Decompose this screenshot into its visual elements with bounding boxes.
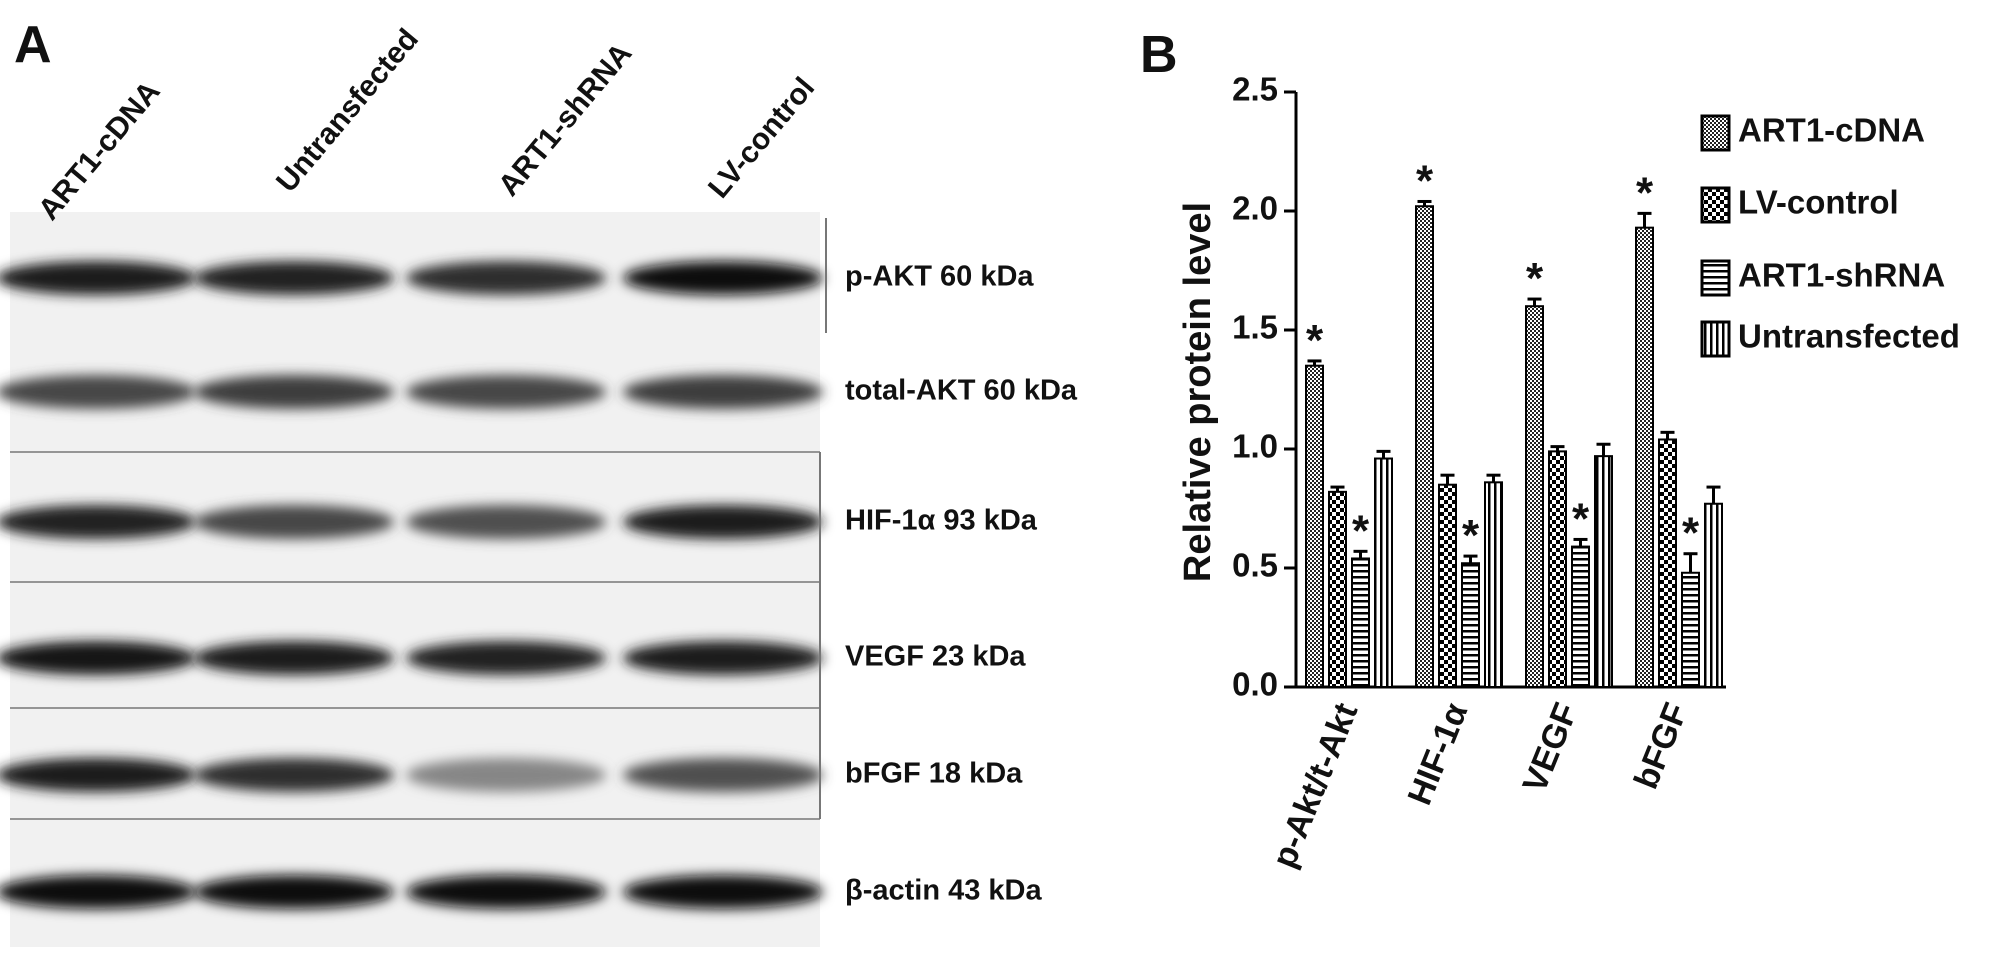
significance-marker: *	[1416, 156, 1434, 205]
x-tick-label: p-Akt/t-Akt	[1265, 698, 1365, 873]
blot-band	[623, 758, 823, 792]
bar	[1635, 226, 1654, 688]
bar	[1658, 438, 1677, 689]
bar	[1484, 481, 1503, 688]
lane-label: Untransfected	[270, 23, 425, 199]
legend-label: Untransfected	[1738, 318, 1960, 355]
band-label: HIF-1α 93 kDa	[845, 505, 1038, 537]
band-label: bFGF 18 kDa	[845, 758, 1023, 790]
bar	[1681, 571, 1700, 689]
blot-background	[10, 212, 820, 947]
blot-band	[406, 875, 606, 909]
bar	[1594, 455, 1613, 689]
lane-label: LV-control	[702, 71, 821, 204]
blot-band	[406, 261, 606, 295]
blot-band	[406, 505, 606, 539]
blot-band	[194, 261, 394, 295]
blot-band	[194, 375, 394, 409]
blot-band	[406, 375, 606, 409]
band-label: total-AKT 60 kDa	[845, 375, 1078, 407]
blot-band	[0, 875, 196, 909]
blot-band	[623, 641, 823, 675]
x-tick-label: HIF-1α	[1401, 698, 1476, 811]
lane-label: ART1-cDNA	[32, 75, 167, 226]
band-label: β-actin 43 kDa	[845, 875, 1042, 907]
legend-swatch	[1700, 259, 1731, 297]
blot-band	[0, 261, 196, 295]
y-axis-label: Relative protein level	[1177, 202, 1219, 582]
significance-marker: *	[1462, 511, 1480, 560]
y-tick-label: 0.0	[1232, 666, 1278, 703]
legend-swatch	[1700, 186, 1731, 224]
bar	[1438, 483, 1457, 689]
blot-band	[194, 758, 394, 792]
blot-band	[623, 875, 823, 909]
y-tick-label: 0.5	[1232, 547, 1278, 584]
panel-label: B	[1140, 26, 1178, 84]
western-blot	[0, 212, 827, 947]
blot-band	[194, 641, 394, 675]
bar	[1305, 364, 1324, 688]
legend-label: ART1-cDNA	[1738, 112, 1925, 149]
legend-label: LV-control	[1738, 184, 1899, 221]
significance-marker: *	[1306, 316, 1324, 365]
y-tick-label: 2.5	[1232, 71, 1278, 108]
y-tick-label: 1.5	[1232, 309, 1278, 346]
significance-marker: *	[1526, 254, 1544, 303]
blot-band	[623, 375, 823, 409]
blot-band	[194, 875, 394, 909]
legend-label: ART1-shRNA	[1738, 257, 1945, 294]
blot-band	[406, 758, 606, 792]
blot-band	[406, 641, 606, 675]
y-tick-label: 2.0	[1232, 190, 1278, 227]
lane-label: ART1-shRNA	[492, 37, 638, 202]
blot-band	[194, 505, 394, 539]
band-label: VEGF 23 kDa	[845, 641, 1026, 673]
blot-band	[0, 641, 196, 675]
bar	[1351, 557, 1370, 688]
blot-band	[623, 261, 823, 295]
legend-swatch	[1700, 320, 1731, 358]
legend-swatch	[1700, 114, 1731, 152]
significance-marker: *	[1572, 494, 1590, 543]
x-tick-label: bFGF	[1627, 698, 1695, 795]
blot-band	[0, 758, 196, 792]
panel-label: A	[14, 16, 52, 74]
blot-band	[0, 375, 196, 409]
y-tick-label: 1.0	[1232, 428, 1278, 465]
bar	[1571, 545, 1590, 689]
bar	[1525, 305, 1544, 688]
bar	[1374, 457, 1393, 688]
bar	[1328, 490, 1347, 688]
significance-marker: *	[1636, 168, 1654, 217]
bar	[1548, 450, 1567, 688]
bar	[1704, 502, 1723, 688]
blot-band	[623, 505, 823, 539]
band-label: p-AKT 60 kDa	[845, 261, 1034, 293]
significance-marker: *	[1352, 506, 1370, 555]
bar	[1415, 205, 1434, 689]
x-tick-label: VEGF	[1516, 698, 1586, 798]
blot-band	[0, 505, 196, 539]
bar	[1461, 562, 1480, 688]
significance-marker: *	[1682, 509, 1700, 558]
